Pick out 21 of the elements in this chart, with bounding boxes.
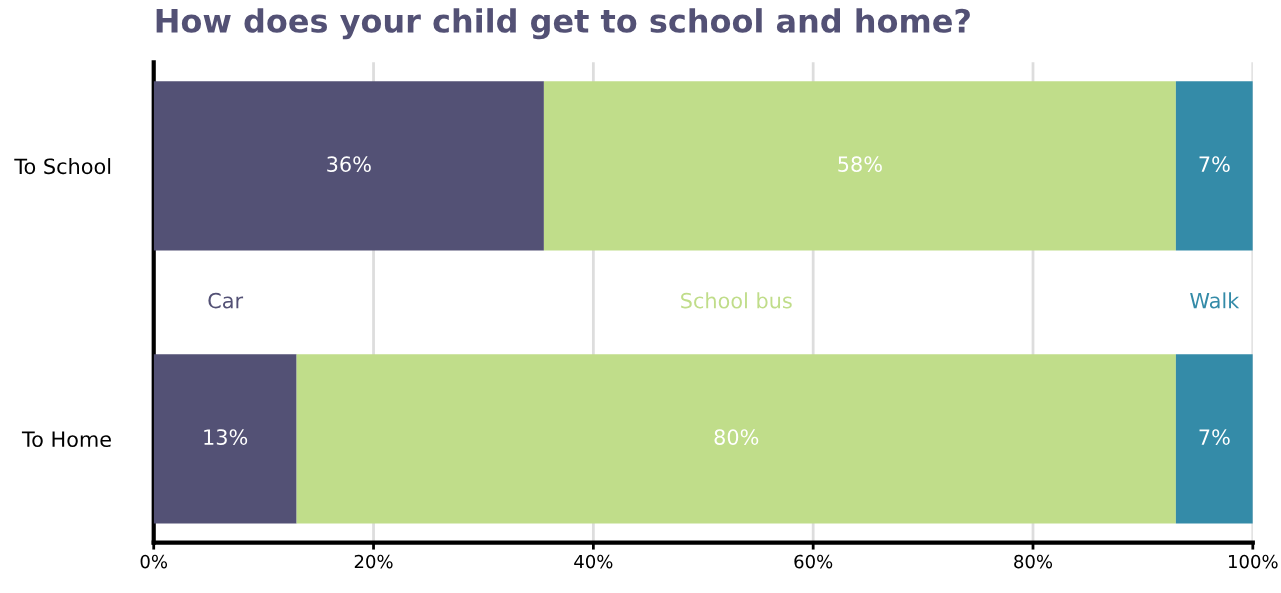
x-tick-label: 60% <box>794 554 833 569</box>
data-label: 36% <box>327 156 371 173</box>
data-label: 58% <box>838 156 882 173</box>
bar <box>1175 354 1253 524</box>
y-tick-label: To School <box>14 158 111 175</box>
y-tick-label: To Home <box>21 431 111 448</box>
text: Walk <box>1190 292 1240 309</box>
x-tick-label: 20% <box>354 554 393 569</box>
text: School bus <box>681 292 792 309</box>
bar <box>1175 81 1253 251</box>
data-label: 7% <box>1199 429 1230 445</box>
chart-title: How does your child get to school and home? <box>156 8 970 40</box>
data-label: 13% <box>204 429 248 445</box>
data-label: 80% <box>714 429 759 445</box>
x-tick-label: 40% <box>574 554 613 569</box>
bar <box>543 81 1176 251</box>
text: Car <box>208 292 244 309</box>
data-label: 7% <box>1199 156 1230 173</box>
x-tick-label: 0% <box>140 554 168 569</box>
x-tick-label: 100% <box>1228 554 1278 569</box>
x-tick-label: 80% <box>1014 554 1053 569</box>
